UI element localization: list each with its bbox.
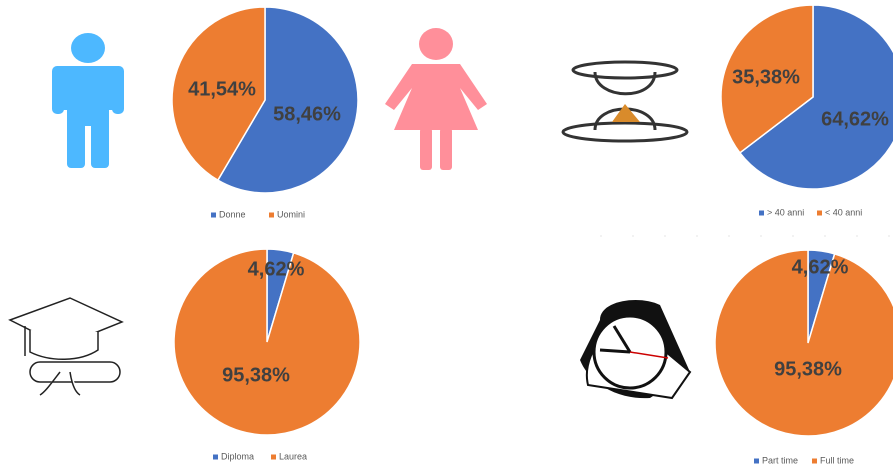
legend-label: Full time (820, 455, 854, 465)
data-label: 4,62% (248, 258, 305, 280)
legend-swatch (754, 459, 759, 464)
data-label: 95,38% (774, 358, 842, 380)
infographic: 58,46% 41,54% Donne Uomini 64,62% 35,38% > 40 … (0, 0, 893, 465)
data-label: 95,38% (222, 364, 290, 386)
man-icon (52, 33, 124, 168)
legend-label: Donne (219, 209, 246, 219)
legend-label: Laurea (279, 451, 307, 461)
legend-swatch (211, 213, 216, 218)
legend-swatch (213, 455, 218, 460)
data-label: 58,46% (273, 103, 341, 125)
data-label: 4,62% (792, 256, 849, 278)
legend-swatch (812, 459, 817, 464)
data-label: 64,62% (821, 108, 889, 130)
legend-label: Diploma (221, 451, 254, 461)
legend-label: Uomini (277, 209, 305, 219)
legend-swatch (269, 213, 274, 218)
woman-icon (385, 28, 487, 170)
data-label: 41,54% (188, 78, 256, 100)
legend-swatch (271, 455, 276, 460)
legend-swatch (817, 211, 822, 216)
legend-swatch (759, 211, 764, 216)
graduation-icon (10, 298, 122, 395)
legend-label: > 40 anni (767, 207, 804, 217)
data-label: 35,38% (732, 66, 800, 88)
legend-label: Part time (762, 455, 798, 465)
hourglass-icon (563, 62, 687, 141)
clock-icon (580, 300, 690, 398)
legend-label: < 40 anni (825, 207, 862, 217)
